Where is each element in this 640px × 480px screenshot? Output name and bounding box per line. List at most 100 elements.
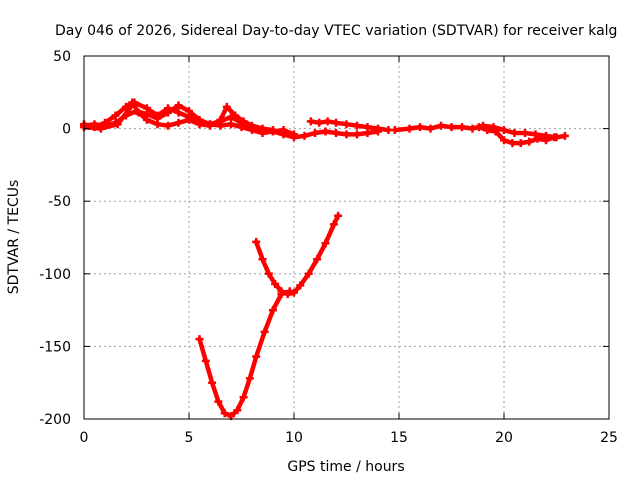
data-point (374, 124, 382, 133)
x-axis-label: GPS time / hours (287, 459, 404, 475)
data-point (311, 128, 319, 137)
data-point (416, 123, 424, 132)
data-point (239, 393, 248, 402)
data-point (525, 137, 534, 146)
data-point (516, 139, 525, 148)
y-tick-label: -100 (39, 267, 71, 283)
data-point (560, 131, 569, 140)
data-point (353, 121, 361, 130)
x-tick-label: 0 (80, 430, 89, 446)
x-tick-label: 20 (495, 430, 513, 446)
data-point (447, 123, 456, 132)
series-u-curve (252, 211, 343, 299)
data-point (510, 128, 519, 137)
data-point (220, 409, 229, 418)
data-point (315, 118, 324, 127)
data-point (185, 112, 193, 121)
series-noisy-band-c (80, 98, 298, 139)
data-point (164, 121, 172, 130)
series-group (80, 98, 569, 421)
data-point (390, 126, 399, 135)
data-point (304, 269, 313, 278)
data-point (174, 101, 183, 110)
data-point (531, 130, 540, 139)
data-point (321, 127, 330, 136)
data-point (426, 124, 435, 133)
data-point (332, 118, 340, 127)
data-point (153, 111, 162, 120)
data-point (195, 118, 204, 127)
axis-ticks: 0 5 10 15 20 25 -200 -150 -100 -50 0 50 (39, 49, 618, 446)
data-point (264, 269, 273, 278)
data-point (277, 287, 286, 296)
chart-title: Day 046 of 2026, Sidereal Day-to-day VTE… (55, 23, 617, 39)
data-point (474, 123, 483, 132)
data-point (279, 126, 288, 135)
data-point (206, 120, 214, 129)
data-point (321, 239, 330, 248)
data-point (208, 378, 217, 387)
data-point (363, 123, 372, 132)
data-point (245, 374, 254, 383)
data-point (231, 111, 240, 120)
series-segment-15-23 (390, 121, 569, 142)
data-point (143, 104, 151, 113)
data-point (248, 126, 256, 135)
y-tick-label: -50 (48, 194, 71, 210)
data-point (252, 352, 261, 361)
x-tick-label: 15 (390, 430, 408, 446)
data-point (306, 117, 315, 126)
data-point (201, 356, 210, 365)
data-point (227, 120, 235, 129)
data-point (96, 124, 105, 133)
data-point (113, 120, 122, 129)
data-point (174, 118, 183, 127)
data-point (296, 281, 305, 290)
data-point (483, 126, 492, 135)
data-point (283, 290, 292, 299)
y-tick-label: 50 (53, 49, 71, 65)
data-point (290, 288, 298, 297)
data-point (174, 108, 183, 117)
data-point (458, 123, 466, 132)
data-point (271, 279, 280, 288)
data-point (521, 128, 529, 137)
data-point (468, 124, 477, 133)
y-tick-label: 0 (62, 122, 71, 138)
data-point (342, 120, 351, 129)
data-point (216, 121, 225, 130)
data-point (195, 335, 204, 344)
series-line (476, 124, 557, 146)
data-point (508, 139, 517, 148)
data-point (214, 397, 223, 406)
x-tick-label: 10 (285, 430, 303, 446)
y-axis-label: SDTVAR / TECUs (6, 180, 22, 295)
data-point (111, 111, 120, 120)
data-point (329, 220, 338, 229)
data-point (222, 102, 231, 111)
data-point (405, 124, 414, 133)
data-point (332, 128, 340, 137)
plot-frame (83, 55, 610, 420)
data-point (500, 126, 508, 135)
data-point (233, 406, 242, 415)
data-point (437, 121, 445, 130)
data-point (491, 127, 500, 136)
data-point (252, 237, 261, 246)
data-point (550, 133, 559, 142)
data-point (143, 115, 151, 124)
data-point (342, 130, 351, 139)
data-point (500, 136, 508, 145)
y-tick-label: -200 (39, 412, 71, 428)
data-point (239, 117, 248, 126)
data-point (130, 98, 139, 107)
series-segment-19-22 (474, 123, 559, 148)
data-point (313, 255, 322, 264)
y-tick-label: -150 (39, 339, 71, 355)
x-tick-label: 5 (185, 430, 194, 446)
data-point (237, 123, 246, 132)
data-point (542, 136, 550, 145)
data-point (353, 130, 361, 139)
